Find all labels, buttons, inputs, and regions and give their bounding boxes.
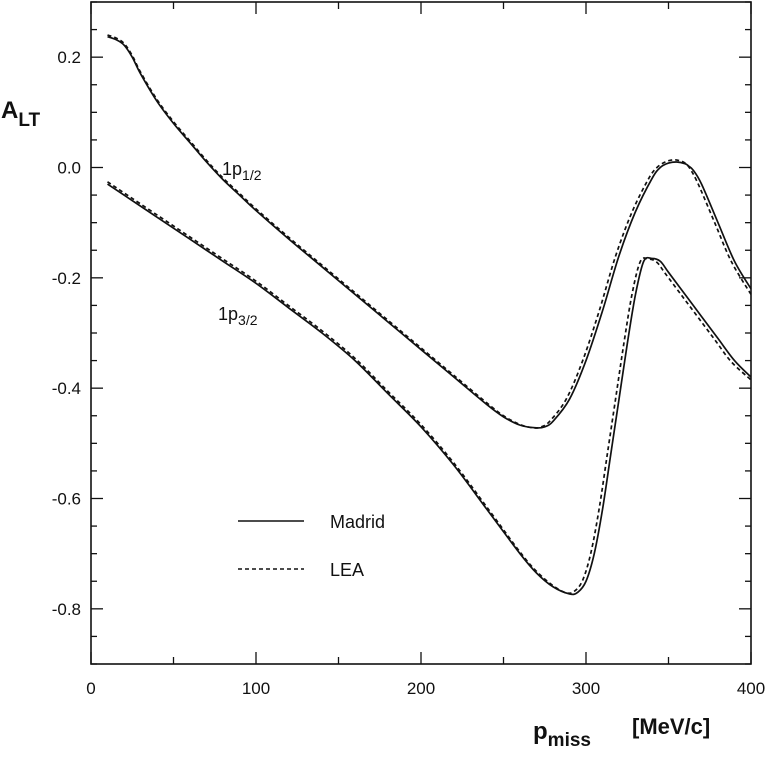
series-line-lea-1p1-2	[107, 34, 752, 429]
series-line-madrid-1p1-2	[107, 35, 752, 429]
series-layer	[107, 34, 752, 596]
x-axis-units: [MeV/c]	[632, 714, 710, 739]
y-tick-label: 0.2	[57, 48, 81, 67]
annotation-1p12: 1p1/2	[222, 159, 262, 183]
y-tick-label: -0.2	[52, 269, 81, 288]
y-tick-label: -0.6	[52, 490, 81, 509]
y-tick-label: -0.4	[52, 379, 81, 398]
y-axis-title: ALT	[1, 97, 41, 131]
x-tick-label: 100	[242, 679, 270, 698]
x-tick-label: 0	[86, 679, 95, 698]
annotation-1p32: 1p3/2	[218, 304, 258, 328]
series-line-lea-1p3-2	[107, 181, 752, 595]
y-tick-label: 0.0	[57, 159, 81, 178]
series-line-madrid-1p3-2	[107, 183, 752, 596]
legend: Madrid LEA	[238, 512, 385, 580]
x-tick-label: 400	[737, 679, 765, 698]
tick-marks	[90, 1, 752, 665]
x-axis-title: pmiss	[533, 718, 591, 751]
y-tick-label: -0.8	[52, 600, 81, 619]
legend-label-lea: LEA	[330, 560, 364, 580]
x-tick-label: 300	[572, 679, 600, 698]
plot-frame	[90, 1, 752, 665]
tick-labels: 0 100 200 300 400 0.2 0.0 -0.2 -0.4 -0.6 -0.8	[52, 48, 765, 698]
legend-label-madrid: Madrid	[330, 512, 385, 532]
x-tick-label: 200	[407, 679, 435, 698]
